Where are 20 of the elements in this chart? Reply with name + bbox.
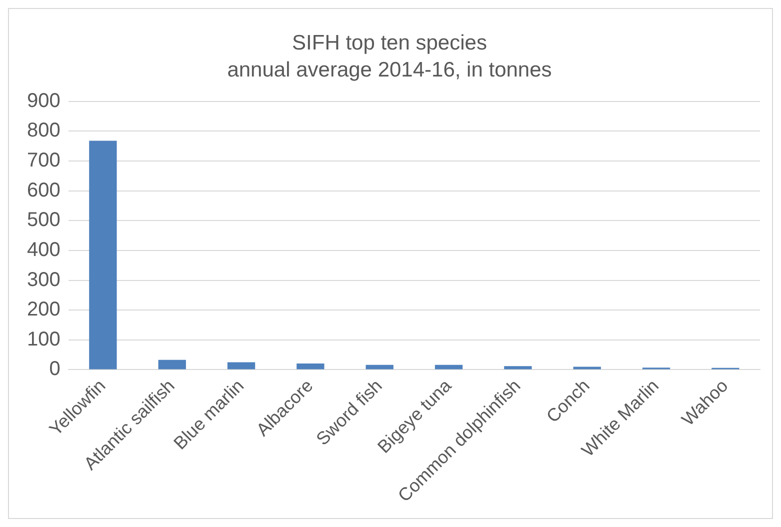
y-tick-label: 900 [26,90,60,112]
bar [434,364,463,370]
bar [158,360,186,370]
bar [89,140,117,370]
chart-subtitle: annual average 2014-16, in tonnes [227,58,552,82]
chart-title: SIFH top ten species [292,31,487,54]
y-tick-label: 500 [26,209,60,232]
y-tick-label: 400 [26,238,60,261]
bar [573,366,601,370]
y-tick-label: 700 [26,150,60,172]
bar [504,366,532,370]
bar [227,362,256,370]
y-tick-label: 600 [26,179,60,202]
bar [366,364,394,370]
y-tick-label: 100 [26,328,60,350]
y-tick-label: 200 [26,298,60,321]
y-tick-label: 300 [26,268,60,291]
y-tick-label: 800 [26,120,60,142]
bar [296,363,324,370]
y-tick-label: 0 [49,358,60,380]
